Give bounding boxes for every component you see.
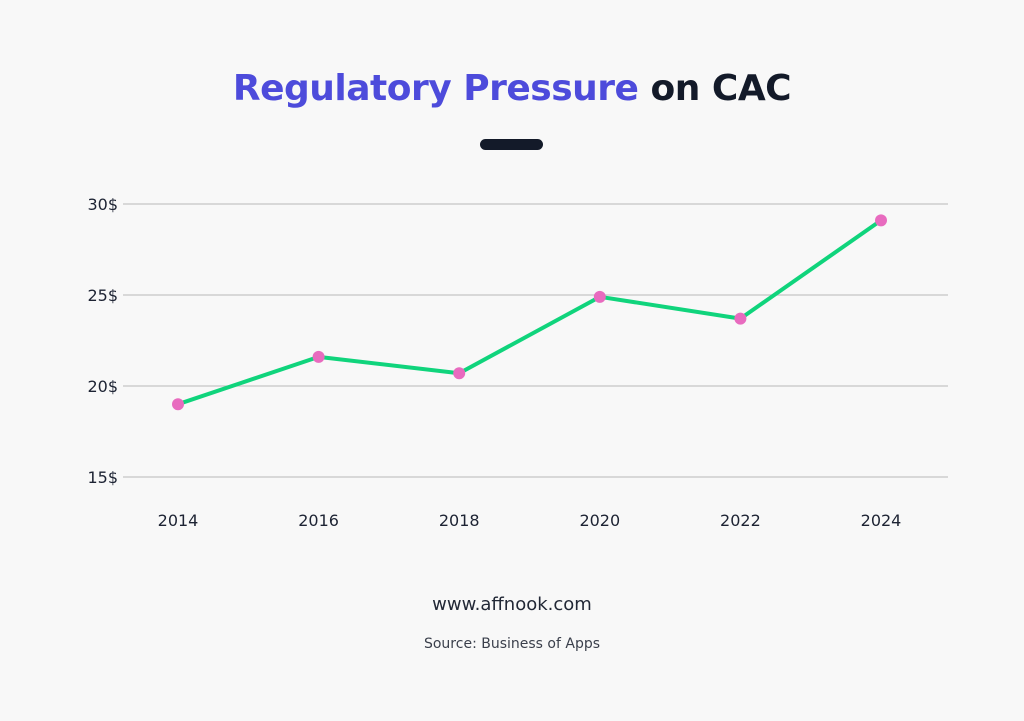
x-tick-label: 2022 <box>720 511 761 530</box>
y-tick-label: 30$ <box>87 195 118 214</box>
chart-title: Regulatory Pressure on CAC <box>0 68 1024 109</box>
chart-title-accent: Regulatory Pressure <box>232 68 639 109</box>
x-tick-label: 2014 <box>158 511 199 530</box>
series-line <box>176 218 883 407</box>
y-tick-label: 20$ <box>87 377 118 396</box>
source-label: Source: Business of Apps <box>423 636 601 652</box>
data-point <box>312 350 325 363</box>
series-layer <box>176 218 883 407</box>
title-underline <box>480 139 543 150</box>
data-point <box>453 367 466 380</box>
data-point <box>172 398 184 411</box>
website-label: www.affnook.com <box>432 594 592 615</box>
chart-title-rest: on CAC <box>638 68 792 109</box>
x-tick-label: 2020 <box>579 511 620 530</box>
x-tick-label: 2016 <box>298 511 339 530</box>
data-points <box>172 214 887 411</box>
y-axis-ticks: 15$ 20$ 25$ 30$ <box>87 195 118 487</box>
x-axis-ticks: 2014 2016 2018 2020 2022 2024 <box>158 511 902 530</box>
grid-lines <box>123 203 948 478</box>
data-point <box>734 312 747 325</box>
y-tick-label: 15$ <box>87 468 118 487</box>
y-tick-label: 25$ <box>87 286 118 305</box>
x-tick-label: 2018 <box>439 511 480 530</box>
x-tick-label: 2024 <box>861 511 902 530</box>
data-point <box>593 290 606 303</box>
data-point <box>875 214 887 227</box>
